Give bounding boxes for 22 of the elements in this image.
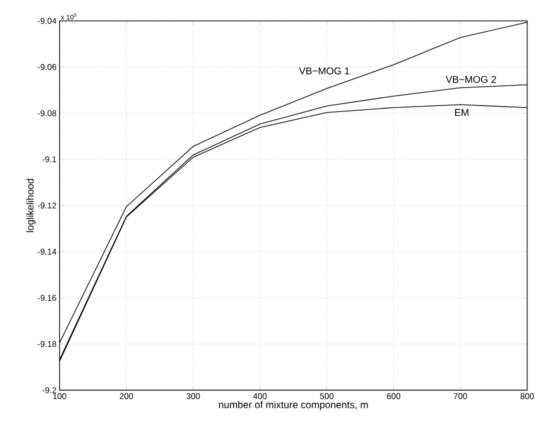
x-tick-label: 100 [53,393,66,400]
x-tick-label: 800 [520,393,534,400]
series-label: VB−MOG 2 [446,76,496,83]
y-tick-label: -9.14 [38,248,56,255]
y-tick-label: -9.08 [38,110,56,116]
y-tick-label: -9.2 [42,387,56,394]
x-tick-label: 500 [320,393,334,400]
series-label: VB−MOG 1 [299,67,350,74]
y-tick-label: -9.12 [38,202,56,209]
y-tick-label: -9.1 [42,156,56,162]
series-label: EM [455,109,468,116]
x-axis-title: number of mixture components, m [218,400,368,410]
x-tick-label: 200 [120,393,134,400]
x-tick-label: 300 [186,393,200,400]
y-tick-label: -9.04 [38,18,56,24]
y-tick-label: -9.16 [38,294,56,301]
y-axis-title: loglikelihood [26,178,36,232]
y-tick-label: -9.18 [38,341,56,348]
x-tick-label: 400 [253,393,267,400]
x-tick-label: 700 [454,393,468,400]
y-tick-label: -9.06 [38,64,56,70]
x-tick-label: 600 [387,393,400,400]
